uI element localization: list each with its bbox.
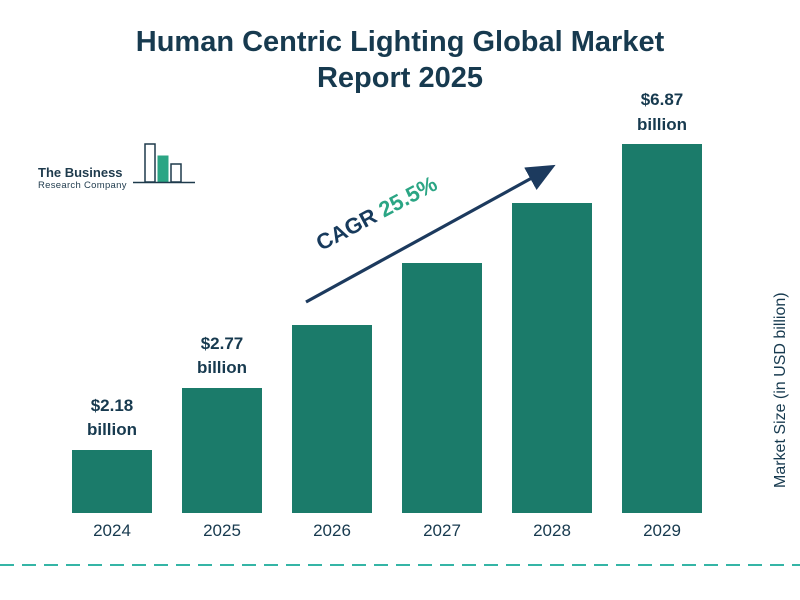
page-title: Human Centric Lighting Global Market Rep… [135,26,665,95]
x-tick-2024: 2024 [93,521,131,540]
bar-2029 [622,144,702,513]
bar-group-2028: 2028 [512,88,592,545]
x-tick-2027: 2027 [423,521,461,540]
bar-2028 [512,203,592,513]
bar-chart: $2.18 billion 2024 $2.77 billion 2025 20… [72,88,702,545]
x-tick-2025: 2025 [203,521,241,540]
bottom-dashed-divider [0,564,800,566]
bar-chart-logo-icon [131,142,197,201]
bar-2025 [182,388,262,513]
bar-group-2025: $2.77 billion 2025 [182,88,262,545]
bar-group-2027: 2027 [402,88,482,545]
x-tick-2028: 2028 [533,521,571,540]
bar-group-2026: 2026 [292,88,372,545]
x-tick-2026: 2026 [313,521,351,540]
logo-company-subname: Research Company [38,180,127,191]
logo-text: The Business Research Company [38,165,127,201]
company-logo: The Business Research Company [38,142,197,201]
logo-company-name: The Business [38,165,123,180]
bar-2024 [72,450,152,513]
y-axis-label: Market Size (in USD billion) [772,292,789,488]
bar-group-2029: $6.87 billion 2029 [622,88,702,545]
bar-value-label: $6.87 billion [636,90,688,134]
bar-value-label: $2.18 billion [86,395,138,440]
bar-2027 [402,263,482,513]
bar-2026 [292,325,372,513]
bar-group-2024: $2.18 billion 2024 [72,88,152,545]
bar-value-label: $2.77 billion [196,333,248,378]
x-tick-2029: 2029 [643,521,681,540]
